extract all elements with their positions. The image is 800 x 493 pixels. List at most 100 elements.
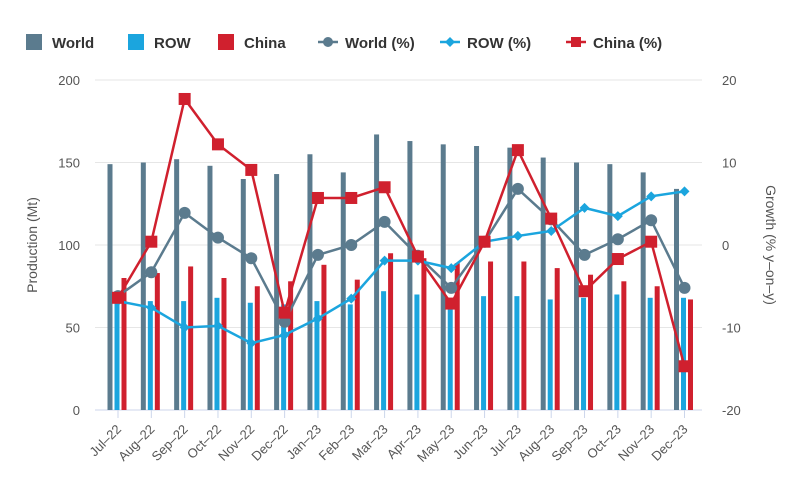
marker-diamond — [379, 255, 390, 266]
bar-china — [288, 281, 294, 410]
marker-diamond — [612, 211, 623, 222]
bar-world — [640, 172, 646, 410]
marker-circle — [445, 281, 458, 294]
x-tick-label: Dec–23 — [648, 422, 690, 464]
y2-tick-label: 20 — [722, 73, 736, 88]
bar-row — [381, 291, 387, 410]
bar-world — [507, 147, 513, 410]
marker-square — [478, 235, 491, 248]
y2-tick-label: 0 — [722, 238, 729, 253]
marker-diamond — [579, 202, 590, 213]
marker-circle — [511, 182, 524, 195]
bar-china — [588, 274, 594, 410]
bar-row — [447, 301, 453, 410]
bar-world — [407, 141, 413, 411]
x-tick-label: Sep–23 — [548, 422, 590, 464]
bar-china — [421, 258, 427, 410]
bar-row — [114, 299, 120, 410]
bar-row — [614, 294, 620, 410]
bar-world — [207, 165, 213, 410]
marker-diamond — [312, 313, 323, 324]
legend-swatch — [26, 34, 42, 50]
y-tick-label: 0 — [73, 403, 80, 418]
bar-china — [388, 253, 394, 410]
x-tick-label: Aug–22 — [115, 422, 157, 464]
bar-world — [240, 179, 246, 410]
y-tick-label: 200 — [58, 73, 80, 88]
bar-china — [521, 261, 527, 410]
bar-china — [254, 286, 260, 410]
bar-world — [440, 144, 446, 410]
bar-world — [674, 188, 679, 410]
line-row-pct — [117, 190, 685, 345]
marker-diamond — [212, 320, 223, 331]
marker-diamond — [179, 322, 190, 333]
marker-square — [378, 181, 391, 194]
bar-row — [514, 296, 520, 410]
y2-tick-label: -20 — [722, 403, 741, 418]
legend-swatch — [218, 34, 234, 50]
marker-square — [545, 212, 558, 225]
legend-label: World (%) — [345, 35, 415, 52]
marker-diamond — [279, 329, 290, 340]
bar-china — [154, 273, 160, 410]
marker-square — [278, 306, 291, 319]
bar-china — [621, 281, 627, 410]
y-tick-label: 50 — [66, 321, 80, 336]
marker-square — [645, 235, 658, 248]
legend-label: ROW — [154, 35, 192, 52]
bar-china — [488, 261, 494, 410]
x-tick-label: Aug–23 — [515, 422, 557, 464]
bar-row — [647, 297, 653, 410]
bar-world — [307, 154, 313, 410]
marker-diamond — [512, 230, 523, 241]
x-tick-label: Mar–23 — [349, 422, 391, 464]
bar-world — [174, 159, 180, 410]
marker-square — [311, 191, 324, 204]
marker-diamond — [146, 302, 157, 313]
y-tick-label: 150 — [58, 156, 80, 171]
marker-square — [178, 92, 191, 105]
bar-china — [354, 279, 360, 410]
x-tick-label: Jun–23 — [450, 422, 491, 463]
x-tick-label: May–23 — [414, 422, 457, 465]
marker-circle — [245, 252, 258, 265]
bar-row — [681, 297, 686, 410]
marker-diamond — [679, 186, 690, 197]
y2-tick-label: -10 — [722, 321, 741, 336]
bar-china — [454, 263, 460, 410]
bar-row — [581, 297, 587, 410]
bar-world — [274, 174, 280, 410]
marker-square — [578, 285, 591, 298]
bar-row — [281, 304, 287, 410]
legend-marker — [323, 37, 333, 47]
marker-circle — [345, 239, 358, 251]
marker-diamond — [246, 338, 257, 349]
y-tick-label: 100 — [58, 238, 80, 253]
marker-circle — [678, 281, 691, 294]
marker-circle — [278, 315, 291, 328]
bar-world — [374, 134, 380, 410]
bar-world — [340, 172, 346, 410]
x-tick-label: Sep–22 — [148, 422, 190, 464]
bar-world — [540, 157, 546, 410]
legend-label: China (%) — [593, 35, 662, 52]
bar-row — [481, 296, 487, 410]
bar-china — [554, 268, 560, 410]
marker-square — [678, 360, 691, 373]
bar-world — [607, 164, 613, 410]
marker-circle — [211, 231, 224, 244]
bar-world — [107, 164, 113, 410]
legend-swatch — [128, 34, 144, 50]
marker-circle — [645, 214, 658, 227]
bar-china — [321, 264, 327, 410]
y2-tick-label: 10 — [722, 156, 736, 171]
bar-row — [214, 297, 220, 410]
bar-china — [188, 266, 194, 410]
marker-square — [445, 297, 458, 310]
marker-circle — [145, 266, 158, 279]
legend-label: China — [244, 35, 286, 52]
bar-row — [247, 302, 253, 410]
